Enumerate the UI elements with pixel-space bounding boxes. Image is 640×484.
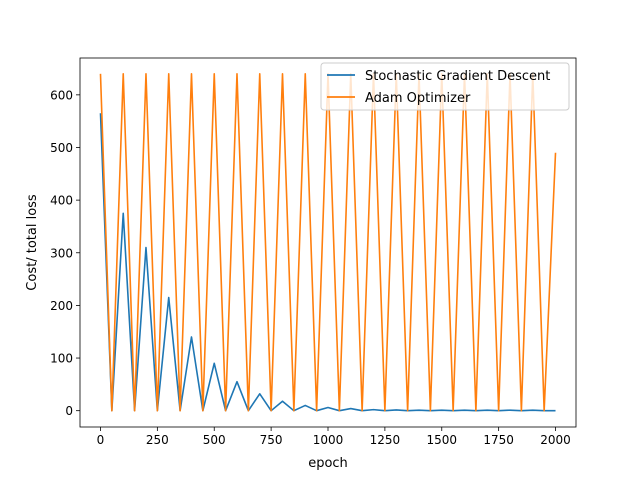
x-tick-label: 750 <box>260 433 283 447</box>
y-tick-label: 100 <box>50 352 73 366</box>
y-axis-label: Cost/ total loss <box>25 194 40 291</box>
legend-box <box>320 62 570 111</box>
x-tick-label: 1500 <box>426 433 457 447</box>
x-tick-label: 250 <box>146 433 169 447</box>
x-tick-label: 1250 <box>370 433 401 447</box>
y-tick-label: 400 <box>50 194 73 208</box>
x-tick-label: 1750 <box>483 433 514 447</box>
y-tick-label: 0 <box>65 404 73 418</box>
x-tick-label: 0 <box>97 433 105 447</box>
legend-label-sgd: Stochastic Gradient Descent <box>365 69 550 84</box>
y-tick-label: 600 <box>50 88 73 102</box>
y-tick-label: 300 <box>50 246 73 260</box>
legend-label-adam: Adam Optimizer <box>365 91 471 106</box>
x-axis-label: epoch <box>308 456 348 471</box>
y-tick-label: 500 <box>50 141 73 155</box>
x-axis: 0 250 500 750 1000 1250 1500 1750 2000 <box>97 427 571 447</box>
series-line-sgd <box>99 113 556 412</box>
x-tick-label: 2000 <box>540 433 571 447</box>
y-axis: 0 100 200 300 400 500 600 <box>50 88 80 418</box>
legend: Stochastic Gradient Descent Adam Optimiz… <box>320 62 570 111</box>
y-tick-label: 200 <box>50 299 73 313</box>
x-tick-label: 1000 <box>313 433 344 447</box>
x-tick-label: 500 <box>203 433 226 447</box>
